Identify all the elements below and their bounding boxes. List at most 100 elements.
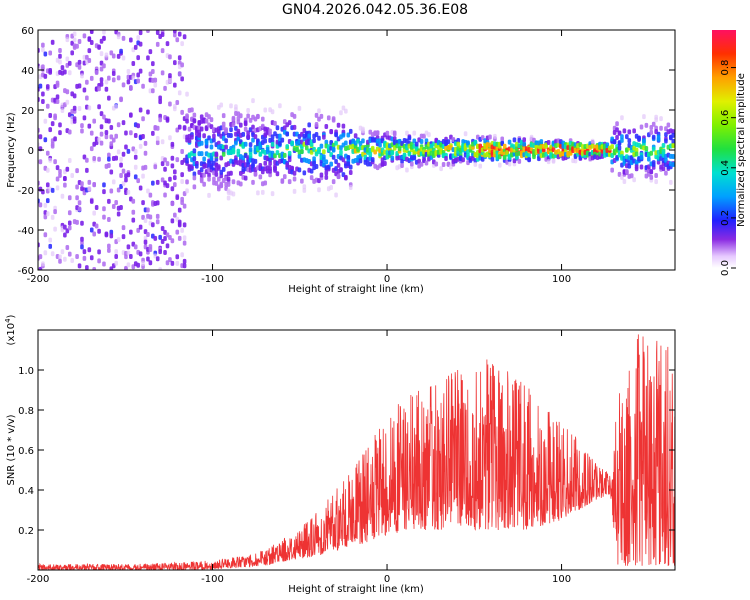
- spectrogram-cell: [41, 64, 45, 70]
- spectrogram-cell: [639, 164, 644, 170]
- spectrogram-cell: [612, 139, 617, 145]
- spectrogram-cell: [38, 134, 43, 140]
- colorbar-tick-label: 0.0: [720, 260, 731, 276]
- spectrogram-cell: [309, 141, 314, 147]
- spectrogram-cell: [50, 251, 55, 257]
- spectrogram-cell: [285, 131, 290, 137]
- spectrogram-cell: [344, 140, 348, 146]
- spectrogram-cell: [278, 133, 282, 139]
- spectrogram-cell: [175, 157, 180, 163]
- spectrogram-cell: [226, 195, 231, 201]
- spectrogram-cell: [502, 143, 507, 149]
- spectrogram-cell: [177, 71, 182, 77]
- spectrogram-cell: [55, 99, 60, 105]
- spectrogram-cell: [126, 148, 131, 154]
- spectrogram-cell: [319, 113, 324, 119]
- spectrogram-cell: [473, 161, 478, 167]
- spectrogram-cell: [43, 137, 48, 143]
- spectrogram-cell: [625, 169, 629, 175]
- spectrogram-cell: [153, 77, 158, 83]
- spectrogram-cell: [348, 170, 353, 176]
- spectrogram-cell: [107, 118, 111, 124]
- spectrogram-cell: [107, 163, 111, 169]
- spectrogram-cell: [336, 122, 341, 128]
- spectrogram-cell: [312, 160, 316, 166]
- y-tick-label: 60: [21, 26, 34, 37]
- spectrogram-cell: [41, 99, 45, 105]
- spectrogram-cell: [155, 140, 160, 146]
- spectrogram-cell: [522, 141, 527, 147]
- spectrogram-cell: [182, 125, 187, 131]
- spectrogram-cell: [231, 179, 236, 185]
- spectrogram-cell: [456, 138, 461, 144]
- spectrogram-cell: [234, 104, 238, 110]
- spectrogram-cell: [151, 222, 155, 228]
- spectrogram-cell: [50, 187, 55, 193]
- spectrogram-cell: [334, 140, 338, 146]
- spectrogram-cell: [133, 244, 138, 250]
- spectrogram-cell: [138, 107, 143, 113]
- spectrogram-cell: [151, 180, 155, 186]
- colorbar-tick-label: 0.4: [720, 160, 731, 176]
- spectrogram-cell: [58, 53, 62, 59]
- spectrogram-cell: [45, 198, 50, 204]
- snr-ticks: -200 -100 0 100 0.2 0.4 0.6 0.8 1.0: [18, 330, 675, 585]
- spectrogram-cell: [647, 156, 651, 162]
- spectrogram-cell: [160, 70, 165, 76]
- spectrogram-cell: [41, 42, 45, 48]
- spectrogram-cell: [507, 139, 512, 145]
- spectrogram-cell: [45, 167, 50, 173]
- spectrogram-cell: [109, 229, 114, 235]
- y-tick-label: 0: [28, 146, 34, 157]
- y-tick-label: 40: [21, 66, 34, 77]
- spectrogram-cell: [263, 138, 268, 144]
- spectrogram-cell: [214, 171, 219, 177]
- spectrogram-cell: [243, 141, 248, 147]
- spectrogram-cell: [331, 147, 336, 153]
- spectrogram-cell: [214, 152, 219, 158]
- spectrogram-cell: [38, 254, 43, 260]
- spectrogram-cell: [287, 179, 292, 185]
- spectrogram-cell: [217, 140, 221, 146]
- spectrogram-cell: [664, 170, 668, 176]
- spectrogram-cell: [148, 247, 153, 253]
- spectrogram-cell: [82, 115, 87, 121]
- spectrogram-cell: [111, 53, 116, 59]
- spectrogram-cell: [207, 172, 211, 178]
- spectrogram-cell: [634, 164, 639, 170]
- spectrogram-cell: [180, 149, 184, 155]
- spectrogram-cell: [116, 187, 121, 193]
- spectrogram-cell: [182, 222, 187, 228]
- spectrogram-cell: [41, 189, 45, 195]
- spectrogram-cell: [251, 163, 255, 169]
- spectrogram-cell: [493, 133, 497, 139]
- spectrogram-cell: [153, 235, 158, 241]
- spectrogram-cell: [158, 234, 162, 240]
- spectrogram-cell: [253, 158, 258, 164]
- spectrogram-cell: [38, 159, 43, 165]
- spectrogram-cell: [165, 243, 170, 249]
- spectrogram-cell: [175, 195, 180, 201]
- colorbar-gradient: [712, 30, 736, 268]
- spectrogram-cell: [136, 227, 140, 233]
- spectrogram-cell: [314, 132, 319, 138]
- spectrogram-cell: [375, 130, 380, 136]
- spectrogram-cell: [649, 174, 654, 180]
- spectrogram-cell: [99, 124, 104, 130]
- spectrogram-cell: [153, 82, 158, 88]
- spectrogram-cell: [204, 118, 209, 124]
- spectrogram-cell: [175, 260, 180, 266]
- spectrogram-cell: [632, 177, 636, 183]
- spectrogram-cell: [111, 137, 116, 143]
- spectrogram-cell: [107, 198, 111, 204]
- spectrogram-cell: [385, 130, 390, 136]
- spectrogram-cell: [182, 240, 187, 246]
- spectrogram-cell: [104, 52, 109, 58]
- spectrogram-cell: [114, 104, 118, 110]
- spectrogram-cell: [219, 102, 224, 108]
- spectrogram-cell: [63, 176, 67, 182]
- spectrogram-cell: [287, 120, 292, 126]
- spectrogram-cell: [326, 115, 331, 121]
- spectrogram-cell: [292, 188, 297, 194]
- spectrogram-cell: [124, 130, 128, 136]
